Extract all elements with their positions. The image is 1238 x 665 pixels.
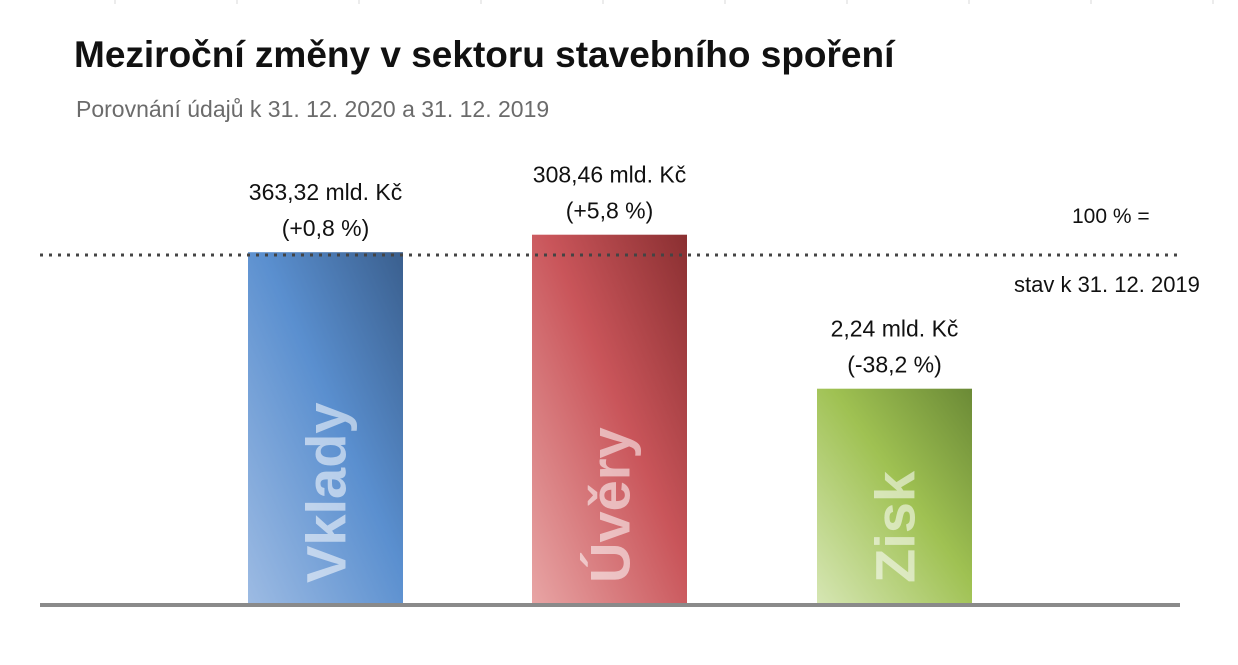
reference-note-line1: 100 % = (1072, 205, 1150, 228)
bar-0 (248, 252, 403, 605)
bar-2 (817, 388, 972, 605)
data-label-amount-1: 308,46 mld. Kč (533, 162, 686, 188)
data-label-change-1: (+5,8 %) (566, 198, 654, 224)
chart-subtitle: Porovnání údajů k 31. 12. 2020 a 31. 12.… (76, 96, 550, 122)
reference-note-line2: stav k 31. 12. 2019 (1014, 272, 1200, 297)
chart-title: Meziroční změny v sektoru stavebního spo… (74, 34, 895, 75)
bar-1 (532, 234, 687, 605)
data-label-amount-0: 363,32 mld. Kč (249, 179, 402, 205)
data-label-change-2: (-38,2 %) (847, 352, 942, 378)
category-label-2: Zisk (864, 470, 927, 583)
category-label-0: Vklady (295, 402, 358, 583)
data-label-change-0: (+0,8 %) (282, 215, 370, 241)
data-label-amount-2: 2,24 mld. Kč (831, 316, 959, 342)
category-label-1: Úvěry (579, 427, 642, 583)
top-grid-strip (114, 0, 1214, 4)
